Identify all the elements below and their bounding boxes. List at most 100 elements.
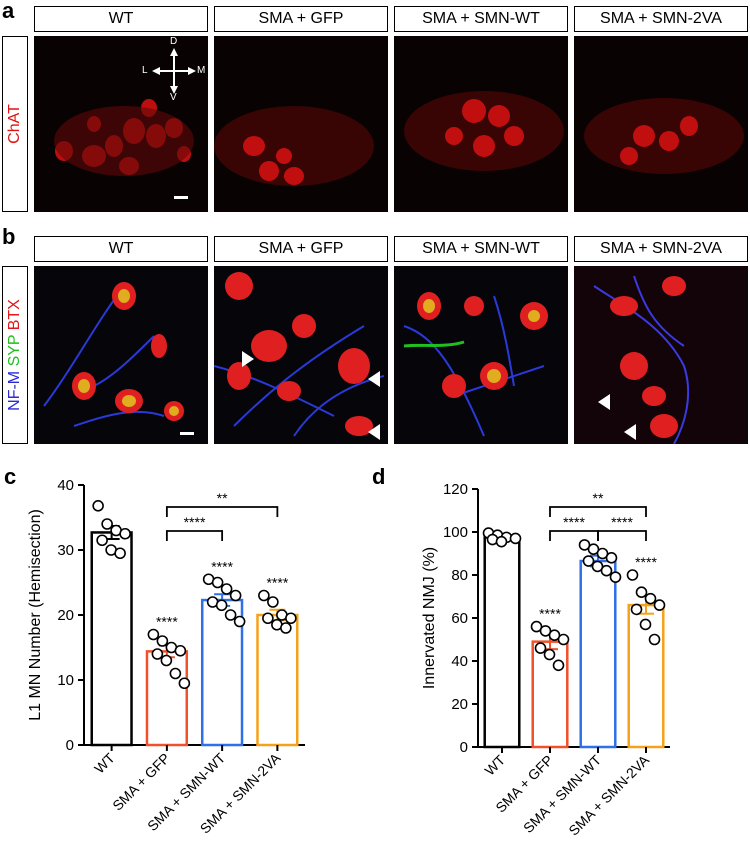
data-point	[596, 547, 609, 560]
micrograph-b-sma-smn-2va	[574, 266, 748, 444]
data-point	[211, 576, 224, 589]
data-point	[174, 644, 187, 657]
data-point	[644, 592, 657, 605]
significance-label: ****	[635, 554, 657, 570]
data-point	[267, 596, 279, 608]
comparison-label: ****	[611, 514, 633, 530]
data-point	[591, 560, 604, 573]
chat-neurons-wt	[54, 99, 194, 176]
data-point	[262, 612, 274, 625]
y-tick-label: 40	[57, 477, 74, 494]
data-point	[582, 555, 595, 567]
data-point	[552, 659, 565, 672]
bar-d-2	[579, 559, 617, 749]
compass-d: D	[170, 36, 178, 47]
panel-a-letter: a	[2, 0, 15, 23]
data-point	[609, 571, 622, 583]
panel-b-header-sma-smn-wt: SMA + SMN-WT	[394, 236, 568, 262]
panel-d-letter: d	[372, 464, 385, 489]
panel-a-header-sma-gfp: SMA + GFP	[214, 6, 388, 32]
data-point	[635, 586, 648, 599]
panel-a-header-sma-smn-2va: SMA + SMN-2VA	[574, 6, 748, 32]
compass-m: M	[197, 65, 206, 76]
data-point	[557, 633, 570, 646]
nmj-wt	[43, 282, 184, 427]
panel-a-row-label-box: ChAT	[2, 36, 28, 212]
comparison-label: **	[593, 490, 604, 506]
comparison-bracket	[597, 530, 647, 541]
y-tick-label: 0	[460, 739, 468, 756]
y-tick-label: 120	[443, 481, 468, 498]
panel-c-letter: c	[4, 464, 16, 489]
compass-l: L	[142, 65, 148, 76]
y-tick-label: 30	[57, 542, 74, 559]
y-tick-label: 0	[66, 737, 74, 754]
panel-b-header-sma-gfp: SMA + GFP	[214, 236, 388, 262]
nmj-sma-smn-2va	[593, 275, 690, 444]
comparison-bracket	[165, 530, 224, 541]
chat-neurons-sma-smn-wt	[404, 91, 564, 171]
comparison-bracket	[549, 506, 647, 517]
data-point	[548, 629, 561, 642]
panel-b-header-sma-smn-2va: SMA + SMN-2VA	[574, 236, 748, 262]
data-point	[169, 667, 182, 680]
micrograph-a-sma-smn-wt	[394, 36, 568, 212]
data-point	[530, 620, 543, 633]
data-point	[578, 539, 591, 551]
y-tick-label: 20	[57, 607, 74, 624]
panel-b-row-label-box: NF-M SYP BTX	[2, 266, 28, 444]
micrograph-b-wt	[34, 266, 208, 444]
scale-bar-a	[174, 196, 188, 199]
data-point	[626, 569, 639, 581]
micrograph-a-sma-gfp	[214, 36, 388, 212]
compass: D V L M	[142, 36, 206, 103]
data-point	[160, 654, 173, 667]
data-point	[648, 633, 661, 646]
data-point	[119, 527, 131, 540]
data-point	[587, 543, 600, 556]
y-tick-label: 60	[451, 610, 468, 627]
significance-label: ****	[156, 614, 178, 630]
data-point	[92, 499, 104, 512]
micrograph-b-sma-gfp	[214, 266, 388, 444]
data-point	[285, 612, 297, 625]
comparison-bracket	[165, 506, 279, 517]
y-tick-label: 100	[443, 524, 468, 541]
data-point	[101, 518, 113, 530]
panel-b-header-wt: WT	[34, 236, 208, 262]
y-axis-label: L1 MN Number (Hemisection)	[27, 509, 44, 721]
significance-label: ****	[211, 558, 233, 574]
micrograph-a-sma-smn-2va	[574, 36, 748, 212]
data-point	[96, 534, 108, 547]
data-point	[543, 648, 556, 661]
chat-neurons-sma-gfp	[214, 106, 374, 186]
data-point	[178, 677, 191, 690]
comparison-label: **	[217, 490, 228, 506]
compass-arrows-icon	[152, 48, 196, 94]
panel-b-letter: b	[2, 224, 16, 249]
comparison-label: ****	[563, 514, 585, 530]
data-point	[605, 551, 618, 564]
chat-neurons-sma-smn-2va	[584, 98, 744, 174]
data-point	[630, 603, 643, 616]
data-point	[215, 599, 228, 612]
data-point	[114, 547, 126, 560]
data-point	[147, 628, 160, 641]
panel-a-header-sma-smn-wt: SMA + SMN-WT	[394, 6, 568, 32]
data-point	[220, 583, 233, 595]
nmj-sma-gfp	[214, 272, 385, 440]
y-axis-label: Innervated NMJ (%)	[421, 547, 438, 689]
x-tick-label: WT	[481, 751, 508, 778]
x-tick-label: SMA + SMN-2VA	[565, 751, 652, 838]
micrograph-b-sma-smn-wt	[394, 266, 568, 444]
y-tick-label: 80	[451, 567, 468, 584]
data-point	[224, 609, 237, 621]
significance-label: ****	[539, 606, 561, 622]
data-point	[258, 589, 270, 602]
data-point	[280, 622, 292, 634]
data-point	[509, 532, 522, 545]
nmj-sma-smn-wt	[403, 292, 548, 437]
micrograph-a-wt: D V L M	[34, 36, 208, 212]
significance-label: ****	[266, 575, 288, 591]
